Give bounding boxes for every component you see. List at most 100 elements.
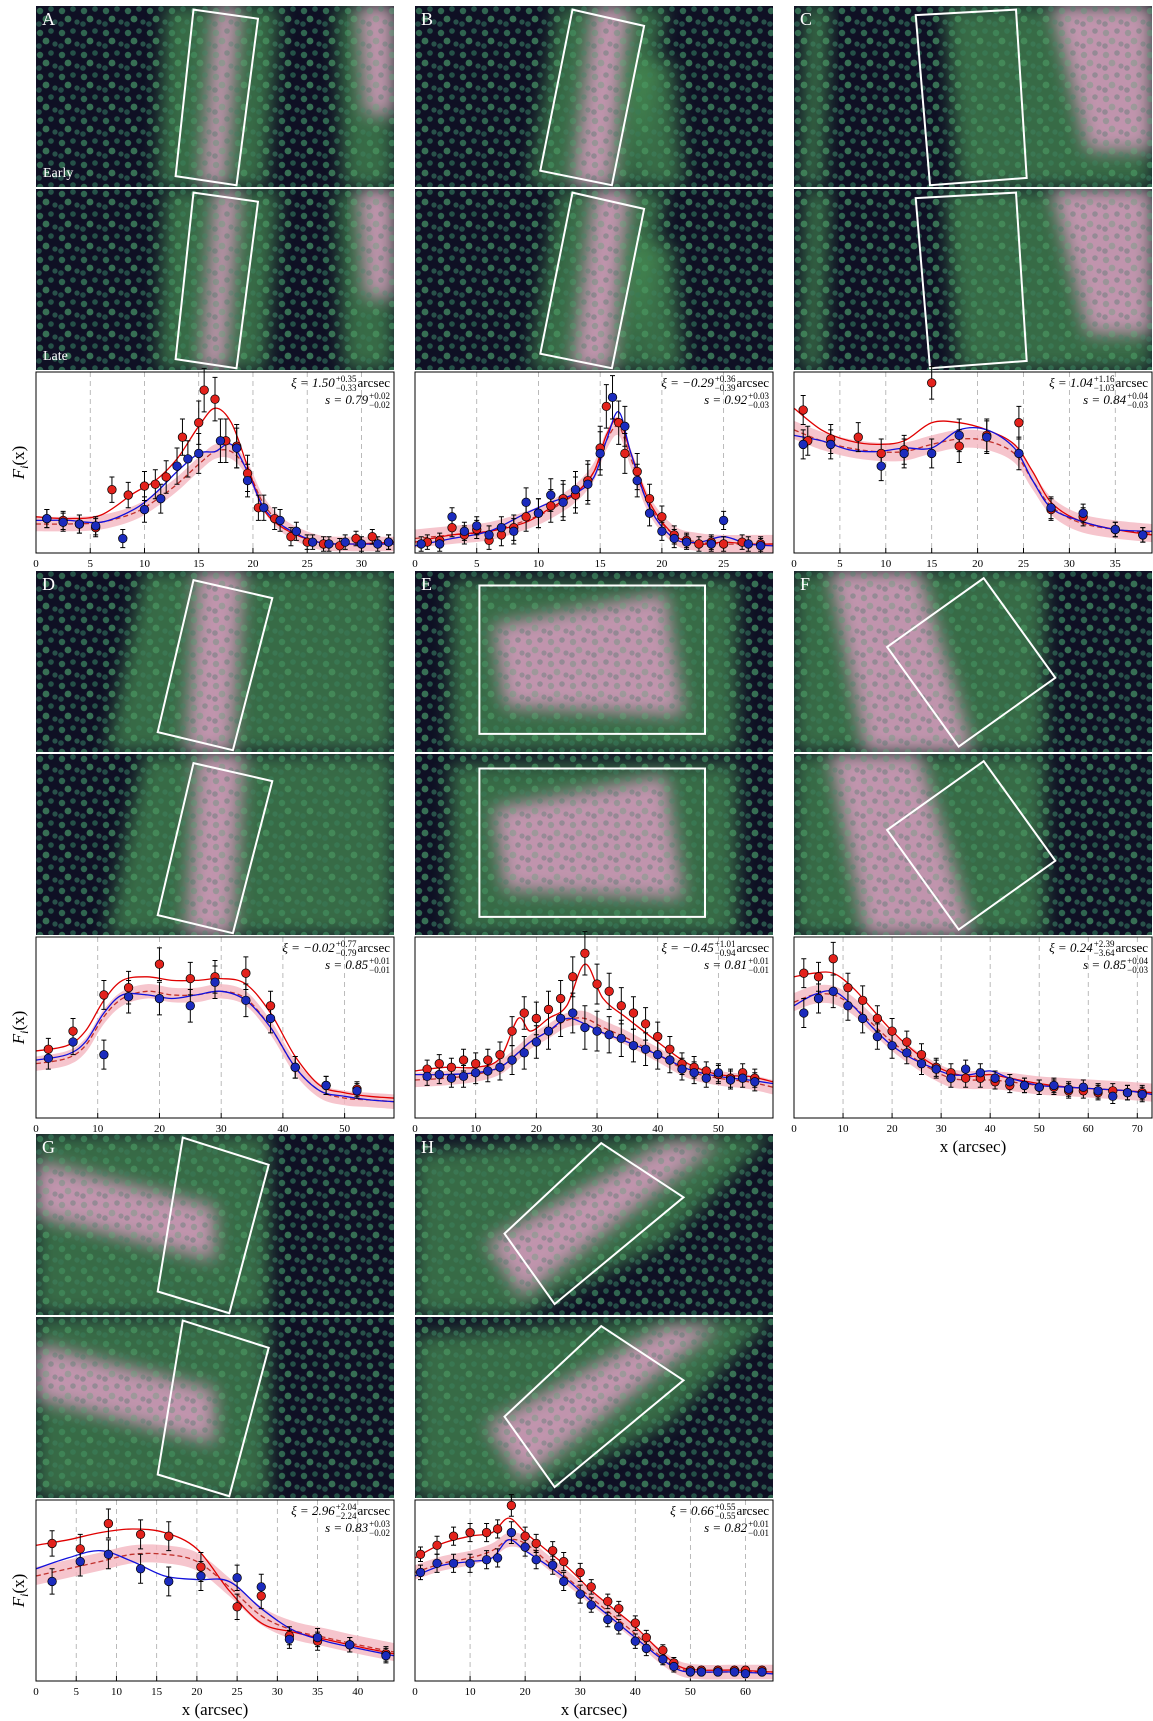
image-panel (36, 1134, 394, 1315)
data-point (100, 1050, 109, 1059)
x-tick-label: 15 (151, 1686, 163, 1698)
x-tick-label: 0 (791, 558, 797, 570)
y-axis-label: Fi(x) (9, 446, 31, 481)
y-label-argument: (x) (9, 1011, 28, 1031)
x-tick-label: 25 (302, 558, 314, 570)
data-point (44, 1045, 53, 1054)
x-tick-label: 20 (247, 558, 259, 570)
x-tick-label: 40 (352, 1686, 364, 1698)
data-point (576, 1590, 585, 1599)
image-panel (794, 189, 1152, 370)
data-point (1138, 1090, 1147, 1099)
data-point (384, 538, 393, 547)
image-texture (415, 6, 773, 187)
data-point (546, 502, 555, 511)
image-panel (415, 6, 773, 187)
data-point (211, 978, 220, 987)
data-point (744, 540, 753, 549)
data-point (658, 513, 667, 522)
y-label-argument: (x) (9, 1574, 28, 1594)
image-panel (36, 1317, 394, 1498)
x-tick-label: 25 (1018, 558, 1030, 570)
data-point (614, 1622, 623, 1631)
data-point (596, 449, 605, 458)
x-tick-label: 40 (277, 1123, 289, 1135)
data-point (800, 1009, 809, 1018)
data-point (276, 516, 285, 525)
data-point (532, 1014, 541, 1023)
data-point (584, 480, 593, 489)
data-point (917, 1050, 926, 1059)
data-point (1015, 449, 1024, 458)
data-point (697, 1668, 706, 1677)
data-point (947, 1074, 956, 1083)
image-texture (415, 571, 773, 752)
x-tick-label: 30 (936, 1123, 948, 1135)
data-point (1035, 1083, 1044, 1092)
panel-letter: B (421, 9, 433, 29)
data-point (629, 1041, 638, 1050)
image-panel (415, 1134, 773, 1315)
data-point (1047, 503, 1056, 512)
data-point (927, 449, 936, 458)
data-point (719, 516, 728, 525)
data-point (602, 402, 611, 411)
data-point (292, 527, 301, 536)
x-tick-label: 5 (73, 1686, 79, 1698)
data-point (546, 491, 555, 500)
image-panel (415, 571, 773, 752)
x-tick-label: 30 (592, 1123, 604, 1135)
x-tick-label: 0 (412, 1686, 418, 1698)
data-point (164, 1577, 173, 1586)
data-point (741, 1669, 750, 1678)
annotation-value: ξ = 2.96 (291, 1503, 335, 1518)
image-texture (794, 571, 1152, 752)
data-point (459, 1072, 468, 1081)
data-point (927, 379, 936, 388)
data-point (260, 503, 269, 512)
data-point (556, 994, 565, 1003)
data-point (758, 1668, 767, 1677)
data-point (373, 540, 382, 549)
annotation-value: ξ = 1.04 (1049, 375, 1093, 390)
image-panel (36, 189, 394, 370)
x-tick-label: 0 (412, 558, 418, 570)
data-point (532, 1539, 541, 1548)
data-point (714, 1668, 723, 1677)
data-point (482, 1528, 491, 1537)
data-point (155, 960, 164, 969)
data-point (645, 509, 654, 518)
data-point (184, 455, 193, 464)
data-point (556, 1014, 565, 1023)
x-tick-label: 0 (33, 1123, 39, 1135)
image-panel (794, 754, 1152, 935)
panel-letter: F (800, 574, 810, 594)
data-point (186, 1001, 195, 1010)
data-point (814, 973, 823, 982)
data-point (814, 994, 823, 1003)
panel-letter: E (421, 574, 432, 594)
data-point (670, 1662, 679, 1671)
data-point (482, 1555, 491, 1564)
annotation-lower: −0.03 (1127, 400, 1148, 410)
data-point (285, 1635, 294, 1644)
data-point (423, 1072, 432, 1081)
image-panel (415, 754, 773, 935)
image-texture (415, 189, 773, 370)
data-point (982, 433, 991, 442)
data-point (608, 393, 617, 402)
data-point (291, 1063, 300, 1072)
x-tick-label: 35 (312, 1686, 324, 1698)
x-tick-label: 35 (1110, 558, 1122, 570)
data-point (459, 1056, 468, 1065)
data-point (472, 522, 481, 531)
data-point (631, 1637, 640, 1646)
data-point (877, 449, 886, 458)
data-point (631, 1619, 640, 1628)
data-point (520, 1049, 529, 1058)
data-point (858, 996, 867, 1005)
data-point (1094, 1087, 1103, 1096)
data-point (605, 987, 614, 996)
data-point (961, 1074, 970, 1083)
y-label-argument: (x) (9, 446, 28, 466)
